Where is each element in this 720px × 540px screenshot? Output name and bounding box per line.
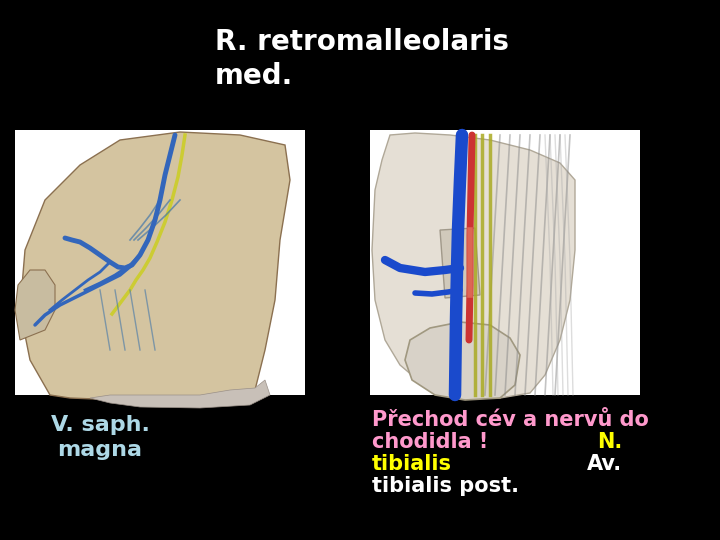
Polygon shape [20, 132, 290, 400]
Bar [15, 130, 305, 395]
Polygon shape [405, 322, 520, 400]
Text: chodidla !: chodidla ! [372, 432, 488, 452]
Polygon shape [372, 133, 575, 398]
Text: Av.: Av. [587, 454, 622, 474]
Text: tibialis: tibialis [372, 454, 452, 474]
Text: N.: N. [597, 432, 622, 452]
Text: R. retromalleolaris
med.: R. retromalleolaris med. [215, 28, 509, 90]
Polygon shape [440, 228, 480, 298]
Bar [370, 130, 640, 395]
Text: Přechod cév a nervů do: Přechod cév a nervů do [372, 410, 649, 430]
Polygon shape [15, 270, 55, 340]
Text: V. saph.
magna: V. saph. magna [50, 415, 150, 460]
Text: tibialis post.: tibialis post. [372, 476, 519, 496]
Polygon shape [90, 380, 270, 408]
